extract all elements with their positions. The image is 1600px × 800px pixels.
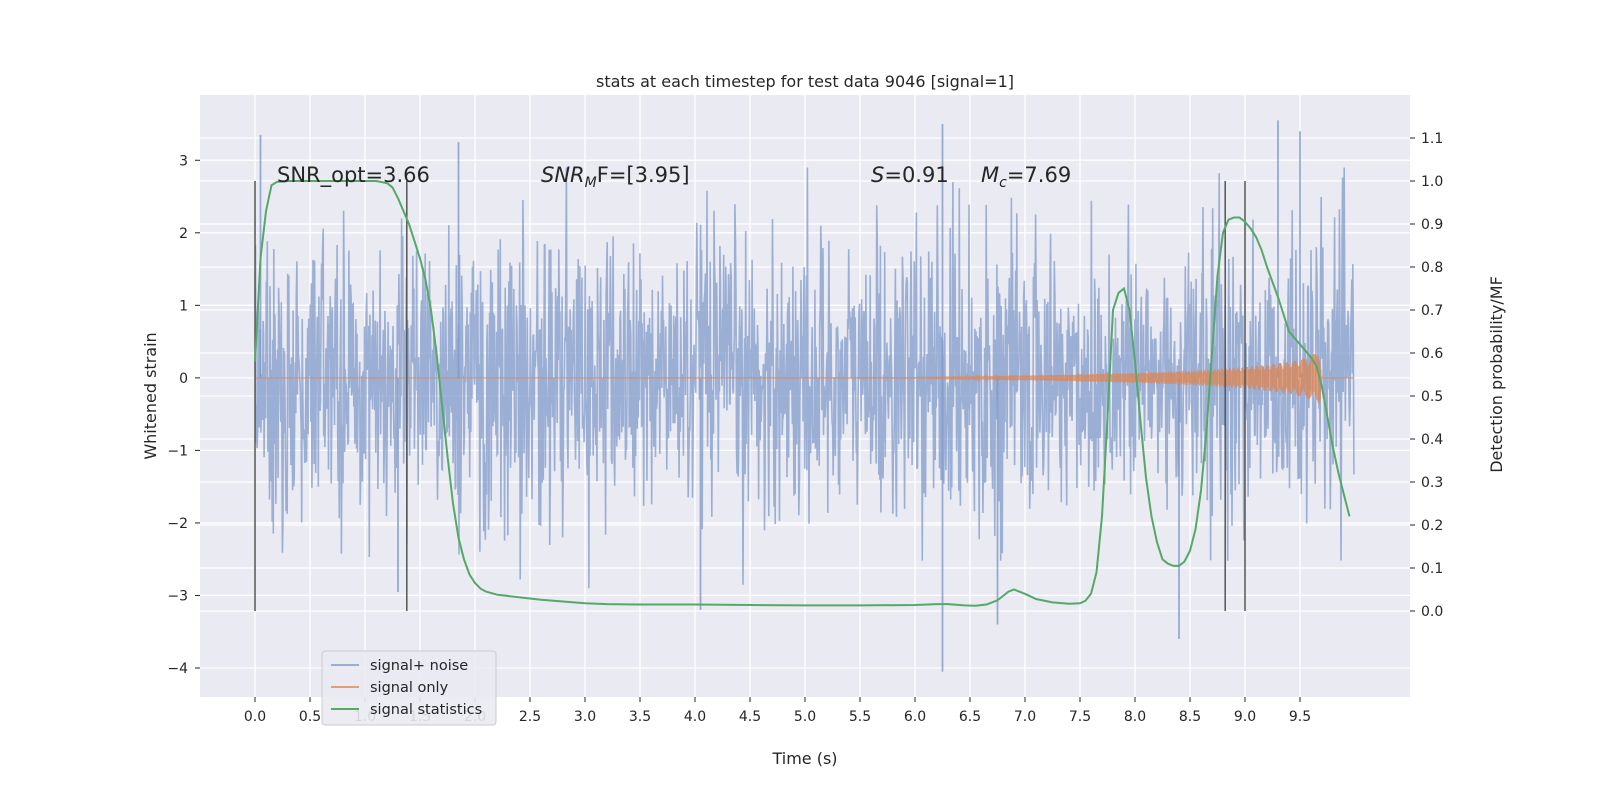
legend: signal+ noise signal only signal statistic… [321,650,497,726]
x-tick-label: 5.5 [849,709,871,725]
y2-tick-label: 0.0 [1421,604,1443,620]
y-tick-label: 2 [179,226,188,242]
y2-tick-label: 0.5 [1421,389,1443,405]
y-tick-label: −4 [167,661,188,677]
vertical-markers [254,181,1246,611]
annotation-text: SNR_opt=3.66 [277,163,430,188]
y2-axis-ticks: 0.0 0.1 0.2 0.3 0.4 0.5 0.6 0.7 0.8 0.9 1.0 1.1 [1410,131,1443,620]
x-tick-label: 8.5 [1179,709,1201,725]
y-tick-label: 0 [179,371,188,387]
legend-label: signal+ noise [370,658,468,674]
x-tick-label: 4.0 [684,709,706,725]
chart-title: stats at each timestep for test data 904… [596,72,1014,91]
signal-statistics-line [254,180,1351,607]
annotations: SNR_opt=3.66 SNRMF=[3.95] S=0.91 Mc=7.69 [277,163,1071,191]
x-tick-label: 2.5 [519,709,541,725]
signal-plus-noise-trace [254,167,1355,589]
x-tick-label: 0.5 [299,709,321,725]
y-tick-label: 3 [179,153,188,169]
x-tick-label: 9.5 [1289,709,1311,725]
legend-label: signal only [370,680,449,696]
x-tick-label: 0.0 [244,709,266,725]
annotation-text: S=0.91 [871,163,949,187]
y2-tick-label: 0.2 [1421,518,1443,534]
y-axis-ticks: −4 −3 −2 −1 0 1 2 3 [167,153,200,677]
signal-statistics-series [254,180,1351,607]
x-tick-label: 3.0 [574,709,596,725]
y2-tick-label: 0.4 [1421,432,1443,448]
x-tick-label: 4.5 [739,709,761,725]
y-tick-label: 1 [179,298,188,314]
x-axis-title: Time (s) [771,749,837,768]
y2-tick-label: 0.9 [1421,217,1443,233]
y-tick-label: −3 [167,588,188,604]
x-tick-label: 5.0 [794,709,816,725]
x-tick-label: 9.0 [1234,709,1256,725]
annotation-text: SNRMF=[3.95] [541,163,690,191]
legend-label: signal statistics [370,702,482,718]
legend-box [321,650,497,726]
grid [200,95,1410,697]
y2-tick-label: 0.3 [1421,475,1443,491]
x-tick-label: 8.0 [1124,709,1146,725]
x-tick-label: 3.5 [629,709,651,725]
y-axis-title: Whitened strain [141,332,160,459]
annotation-text: Mc=7.69 [981,163,1071,191]
y2-tick-label: 0.1 [1421,561,1443,577]
signal-plus-noise-series [254,120,1355,672]
y2-tick-label: 0.6 [1421,346,1443,362]
x-tick-label: 6.0 [904,709,926,725]
x-tick-label: 7.0 [1014,709,1036,725]
y-tick-label: −2 [167,516,188,532]
y2-tick-label: 0.7 [1421,303,1443,319]
x-tick-label: 7.5 [1069,709,1091,725]
y2-tick-label: 0.8 [1421,260,1443,276]
y-tick-label: −1 [167,443,188,459]
y2-axis-title: Detection probability/MF [1487,276,1506,473]
y2-tick-label: 1.0 [1421,174,1443,190]
x-tick-label: 6.5 [959,709,981,725]
y2-tick-label: 1.1 [1421,131,1443,147]
